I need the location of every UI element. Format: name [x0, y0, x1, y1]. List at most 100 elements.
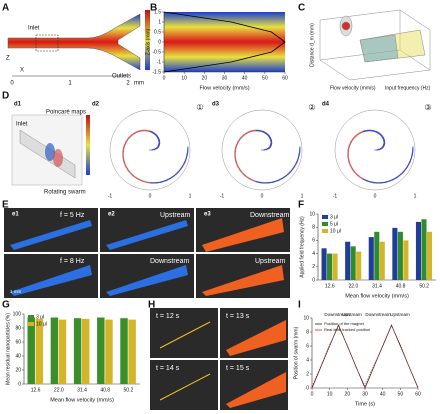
poincare-point: [265, 133, 268, 135]
x-tick-label: 12.6: [325, 283, 335, 289]
annotation: Upstream: [390, 312, 410, 317]
poincare-point: [260, 181, 262, 184]
poincare-point: [185, 156, 188, 158]
poincare-point: [251, 130, 253, 132]
bar: [50, 317, 59, 384]
poincare-point: [388, 180, 390, 182]
poincare-point: [123, 148, 125, 151]
poincare-point: [348, 158, 350, 160]
poincare-point: [270, 141, 272, 143]
poincare-point: [352, 138, 354, 140]
axis-title: Flow velocity (mm/s): [330, 85, 376, 91]
poincare-point: [379, 148, 382, 150]
poincare-point: [408, 162, 410, 164]
poincare-point: [347, 150, 349, 152]
poincare-point: [298, 154, 300, 156]
poincare-point: [279, 178, 281, 181]
poincare-point: [171, 176, 173, 178]
y-tick-label: 0: [18, 381, 21, 387]
poincare-point: [148, 130, 150, 132]
sub-label: d2: [92, 102, 100, 108]
poincare-point: [156, 146, 159, 148]
poincare-point: [299, 146, 301, 148]
bar: [350, 246, 356, 280]
poincare-point: [358, 133, 360, 135]
poincare-point: [406, 165, 409, 167]
poincare-point: [368, 130, 370, 132]
poincare-point: [160, 181, 162, 183]
series-line: [311, 324, 419, 389]
poincare-point: [381, 136, 384, 139]
poincare-point: [239, 138, 241, 140]
bar: [426, 231, 433, 280]
poincare-point: [236, 162, 238, 164]
tick-label: 0: [261, 193, 264, 199]
poincare-point: [146, 130, 148, 132]
caption: Upstream: [255, 258, 286, 265]
poincare-point: [143, 180, 145, 182]
marker-label: ①: [196, 103, 203, 112]
poincare-point: [293, 165, 296, 167]
poincare-point: [358, 175, 360, 177]
x-axis-title: Mean flow velocity (mm/s): [345, 293, 409, 299]
poincare-point: [184, 159, 187, 161]
poincare-point: [187, 148, 189, 150]
poincare-point: [371, 181, 373, 183]
sub-label: d3: [212, 102, 220, 108]
poincare-point: [357, 174, 359, 176]
legend-swatch: [322, 229, 328, 233]
poincare-point: [266, 182, 269, 184]
x-tick-label: 0: [311, 391, 314, 397]
poincare-point: [299, 148, 301, 150]
poincare-point: [122, 154, 124, 157]
axis-letter: Z: [6, 56, 10, 62]
poincare-point: [178, 170, 180, 172]
swarm-label: Rotating swarm: [44, 190, 86, 196]
caption: f = 5 Hz: [60, 212, 85, 219]
poincare-point: [153, 133, 156, 135]
scale-tick: 1: [68, 81, 72, 87]
panel-label: E: [2, 200, 9, 211]
h-images: [150, 308, 288, 410]
poincare-point: [265, 182, 267, 184]
x-tick-label: 40.8: [396, 283, 406, 289]
poincare-point: [235, 146, 237, 149]
poincare-point: [275, 180, 277, 182]
marker-label: ③: [424, 103, 431, 112]
poincare-point: [356, 134, 359, 136]
poincare-point: [157, 138, 159, 140]
poincare-point: [123, 146, 125, 149]
poincare-point: [133, 133, 135, 135]
poincare-point: [355, 135, 357, 137]
poincare-point: [235, 148, 237, 151]
legend-label: 3 μl: [330, 214, 338, 220]
poincare-boundary: [109, 109, 191, 191]
poincare-point: [366, 130, 369, 132]
poincare-point: [181, 165, 184, 167]
poincare-point: [362, 178, 364, 180]
poincare-point: [380, 181, 383, 184]
poincare-point: [282, 177, 284, 179]
poincare-point: [353, 169, 355, 172]
legend-label: 10 μl: [330, 228, 341, 234]
poincare-point: [158, 140, 160, 142]
poincare-point: [264, 182, 266, 184]
sub-label: d1: [14, 102, 22, 108]
marker-label: ②: [308, 103, 315, 112]
y-tick-label: 1.5: [154, 9, 161, 15]
poincare-point: [150, 131, 152, 133]
poincare-point: [412, 148, 414, 150]
y-tick-label: 4: [312, 251, 315, 257]
poincare-point: [298, 151, 301, 153]
poincare-point: [410, 157, 412, 159]
bar: [35, 318, 44, 384]
poincare-point: [272, 181, 274, 183]
poincare-point: [382, 181, 384, 184]
poincare-point: [158, 141, 160, 143]
poincare-point: [145, 181, 147, 183]
x-axis-title: Mean flow velocity (mm/s): [50, 397, 114, 403]
poincare-point: [139, 179, 141, 181]
poincare-point: [348, 146, 350, 149]
poincare-point: [136, 131, 138, 133]
x-tick-label: 22.0: [54, 387, 64, 393]
